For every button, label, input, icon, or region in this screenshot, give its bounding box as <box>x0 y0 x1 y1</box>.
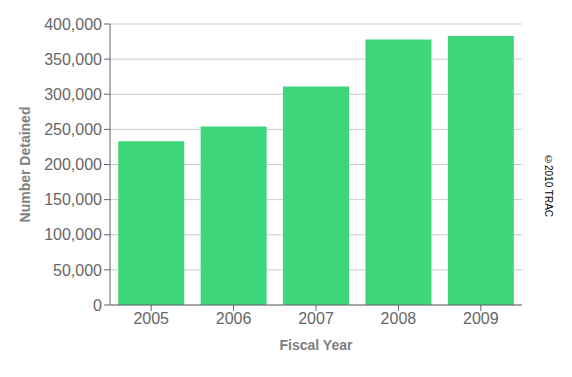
svg-text:150,000: 150,000 <box>44 191 102 208</box>
svg-text:50,000: 50,000 <box>53 262 102 279</box>
svg-text:300,000: 300,000 <box>44 86 102 103</box>
svg-text:250,000: 250,000 <box>44 121 102 138</box>
svg-text:100,000: 100,000 <box>44 226 102 243</box>
svg-text:Fiscal Year: Fiscal Year <box>280 337 353 353</box>
svg-text:200,000: 200,000 <box>44 156 102 173</box>
svg-text:2007: 2007 <box>298 310 334 327</box>
svg-text:400,000: 400,000 <box>44 16 102 33</box>
svg-text:2008: 2008 <box>381 310 417 327</box>
svg-text:0: 0 <box>93 297 102 314</box>
html-text:©2010 TRAC: ©2010 TRAC <box>543 154 554 217</box>
svg-text:2005: 2005 <box>133 310 169 327</box>
svg-text:350,000: 350,000 <box>44 51 102 68</box>
svg-text:Number Detained: Number Detained <box>17 107 33 223</box>
svg-text:2009: 2009 <box>463 310 499 327</box>
svg-text:2006: 2006 <box>216 310 252 327</box>
